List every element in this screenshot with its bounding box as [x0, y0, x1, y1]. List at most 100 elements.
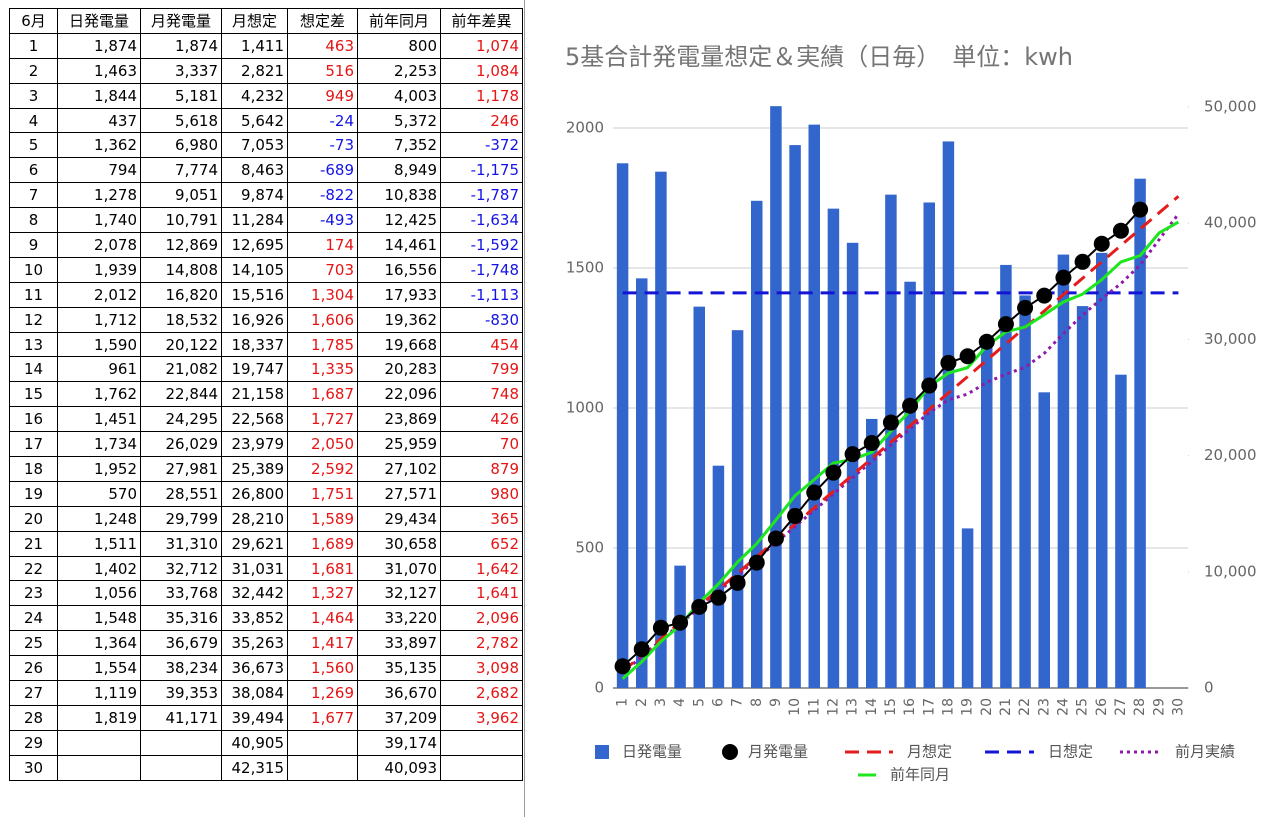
- table-cell: 32,127: [357, 580, 441, 607]
- bar: [1096, 252, 1108, 688]
- marker: [1017, 299, 1034, 316]
- x-tick-label: 12: [825, 698, 841, 716]
- table-cell: 37,209: [357, 704, 441, 731]
- marker: [1093, 235, 1110, 252]
- line: [621, 208, 1141, 667]
- table-cell: 12,695: [221, 232, 288, 258]
- table-cell: 10,791: [140, 207, 222, 234]
- y-tick-label: 1500: [566, 259, 604, 277]
- table-cell: 1,327: [287, 580, 358, 607]
- table-cell: 454: [440, 331, 523, 358]
- marker: [748, 554, 765, 571]
- table-cell: 1,463: [57, 57, 141, 84]
- table-cell: 26,029: [140, 431, 222, 458]
- table-cell: 36,673: [221, 655, 288, 682]
- table-cell: 1: [9, 32, 58, 59]
- marker: [767, 530, 784, 547]
- table-cell: 799: [440, 356, 523, 383]
- table-row: 2 1,463 3,337 2,821 516 2,253 1,084: [9, 57, 523, 84]
- legend-label: 月発電量: [748, 743, 808, 761]
- table-row: 3 1,844 5,181 4,232 949 4,003 1,178: [9, 82, 523, 109]
- table-cell: 11,284: [221, 207, 288, 234]
- marker: [1112, 222, 1129, 239]
- x-tick-label: 26: [1094, 698, 1110, 716]
- marker: [806, 484, 823, 501]
- x-tick-label: 19: [960, 698, 976, 716]
- table-cell: 15: [9, 381, 58, 408]
- table-cell: 29,621: [221, 530, 288, 557]
- x-tick-label: 23: [1036, 698, 1052, 716]
- table-cell: 8,463: [221, 157, 288, 184]
- table-row: 12 1,712 18,532 16,926 1,606 19,362 -830: [9, 306, 523, 333]
- bar: [1076, 306, 1089, 688]
- marker: [633, 641, 650, 658]
- y2-tick-label: 10,000: [1204, 562, 1257, 580]
- marker: [902, 397, 919, 414]
- table-cell: 28: [9, 704, 58, 731]
- table-cell: 10: [9, 256, 58, 283]
- table-cell: 20,283: [357, 356, 441, 383]
- table-cell: 3,962: [440, 704, 523, 731]
- bar: [923, 202, 935, 689]
- bar: [866, 418, 878, 688]
- bar: [1038, 392, 1050, 688]
- bar: [712, 465, 725, 688]
- table-cell: 570: [57, 480, 141, 507]
- table-cell: 794: [57, 157, 141, 184]
- marker: [729, 574, 746, 591]
- x-tick-label: 11: [806, 698, 822, 716]
- table-cell: 30: [9, 754, 58, 781]
- x-tick-label: 9: [768, 698, 784, 707]
- table-cell: 463: [287, 32, 358, 59]
- table-cell: 1,606: [287, 306, 358, 333]
- table-cell: -822: [287, 182, 358, 209]
- table-cell: 1,554: [57, 655, 141, 682]
- marker: [882, 414, 899, 431]
- line: [621, 220, 1180, 680]
- table-cell: 3,337: [140, 57, 222, 84]
- table-cell: 31,070: [357, 555, 441, 582]
- x-tick-label: 27: [1113, 698, 1129, 716]
- table-cell: 20: [9, 505, 58, 532]
- marker: [959, 348, 976, 365]
- table-cell: 1,364: [57, 630, 141, 657]
- data-table: 6月 日発電量 月発電量 月想定 想定差 前年同月 前年差異 1 1,874 1,874 1,411…: [9, 8, 523, 781]
- table-cell: 29,434: [357, 505, 441, 532]
- table-cell: 70: [440, 431, 523, 458]
- table-cell: 1,278: [57, 182, 141, 209]
- table-cell: 748: [440, 381, 523, 408]
- table-cell: 25,389: [221, 456, 288, 482]
- table-cell: 2: [9, 57, 58, 84]
- table-cell: 27: [9, 680, 58, 706]
- marker: [1055, 269, 1072, 286]
- table-cell: 1,178: [440, 82, 523, 109]
- bar: [981, 338, 993, 688]
- table-cell: 7: [9, 182, 58, 209]
- table-cell: 2,050: [287, 431, 358, 458]
- table-cell: 30,658: [357, 530, 441, 557]
- table-cell: 7,053: [221, 132, 288, 159]
- x-tick-label: 10: [787, 698, 803, 716]
- bar: [827, 208, 840, 688]
- marker: [921, 377, 938, 394]
- legend-label: 日発電量: [622, 743, 682, 761]
- table-cell: 1,939: [57, 256, 141, 283]
- table-cell: 14,808: [140, 256, 222, 283]
- marker: [672, 614, 689, 631]
- bar: [961, 528, 974, 688]
- bar: [1019, 295, 1031, 688]
- table-cell: 5,181: [140, 82, 222, 109]
- table-cell: 1,560: [287, 655, 358, 682]
- marker: [787, 507, 804, 524]
- marker: [863, 435, 880, 452]
- table-row: 18 1,952 27,981 25,389 2,592 27,102 879: [9, 456, 523, 482]
- table-cell: 1,689: [287, 530, 358, 557]
- legend-label: 前月実績: [1175, 743, 1235, 761]
- x-tick-label: 17: [921, 698, 937, 716]
- x-tick-label: 21: [998, 698, 1014, 716]
- bar: [751, 200, 763, 689]
- table-row: 11 2,012 16,820 15,516 1,304 17,933 -1,113: [9, 281, 523, 308]
- marker: [978, 333, 995, 350]
- table-cell: 1,642: [440, 555, 523, 582]
- table-cell: 15,516: [221, 281, 288, 308]
